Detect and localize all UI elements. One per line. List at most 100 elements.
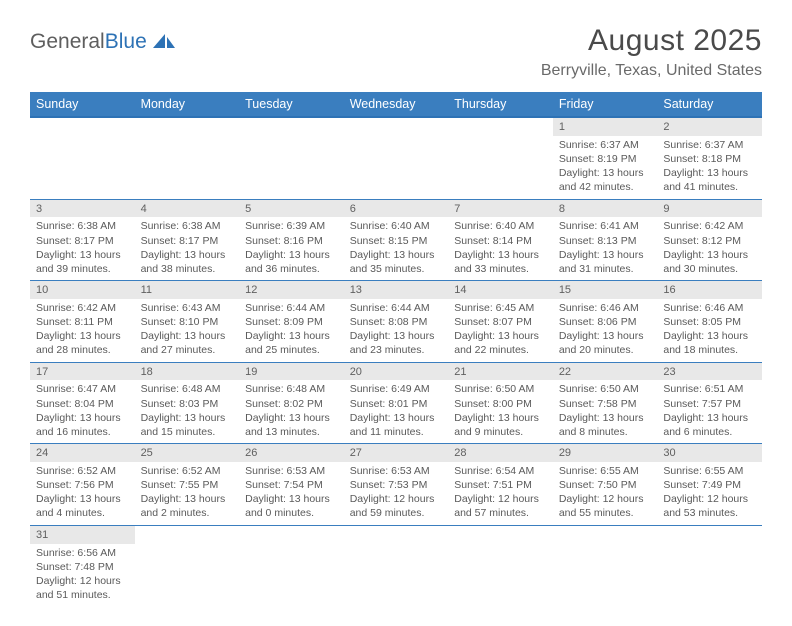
daylight-line: Daylight: 13 hoursand 23 minutes. [350, 329, 443, 357]
day-number [448, 525, 553, 543]
sunrise-line: Sunrise: 6:39 AM [245, 219, 338, 233]
sunset-line: Sunset: 8:19 PM [559, 152, 652, 166]
daylight-line: Daylight: 12 hoursand 51 minutes. [36, 574, 129, 602]
day-number: 16 [657, 281, 762, 299]
title-block: August 2025 Berryville, Texas, United St… [541, 24, 762, 80]
day-number: 10 [30, 281, 135, 299]
sunrise-line: Sunrise: 6:53 AM [245, 464, 338, 478]
day-cell: Sunrise: 6:40 AMSunset: 8:15 PMDaylight:… [344, 217, 449, 280]
sunset-line: Sunset: 8:18 PM [663, 152, 756, 166]
daylight-line: Daylight: 13 hoursand 25 minutes. [245, 329, 338, 357]
sunrise-line: Sunrise: 6:45 AM [454, 301, 547, 315]
sunset-line: Sunset: 8:10 PM [141, 315, 234, 329]
sunset-line: Sunset: 7:49 PM [663, 478, 756, 492]
sunset-line: Sunset: 7:48 PM [36, 560, 129, 574]
sunset-line: Sunset: 8:09 PM [245, 315, 338, 329]
day-cell: Sunrise: 6:38 AMSunset: 8:17 PMDaylight:… [135, 217, 240, 280]
day-cell: Sunrise: 6:41 AMSunset: 8:13 PMDaylight:… [553, 217, 658, 280]
sunrise-line: Sunrise: 6:51 AM [663, 382, 756, 396]
day-cell: Sunrise: 6:47 AMSunset: 8:04 PMDaylight:… [30, 380, 135, 443]
day-cell [448, 544, 553, 607]
day-number: 26 [239, 444, 344, 462]
daynum-row: 31 [30, 525, 762, 543]
day-cell: Sunrise: 6:44 AMSunset: 8:08 PMDaylight:… [344, 299, 449, 362]
header: GeneralBlue August 2025 Berryville, Texa… [30, 24, 762, 80]
sunset-line: Sunset: 8:12 PM [663, 234, 756, 248]
daylight-line: Daylight: 13 hoursand 27 minutes. [141, 329, 234, 357]
day-cell: Sunrise: 6:42 AMSunset: 8:12 PMDaylight:… [657, 217, 762, 280]
daynum-row: 12 [30, 117, 762, 136]
daylight-line: Daylight: 13 hoursand 18 minutes. [663, 329, 756, 357]
weekday-header: Saturday [657, 92, 762, 117]
daylight-line: Daylight: 13 hoursand 15 minutes. [141, 411, 234, 439]
day-number [30, 117, 135, 136]
day-cell: Sunrise: 6:43 AMSunset: 8:10 PMDaylight:… [135, 299, 240, 362]
day-number [344, 117, 449, 136]
calendar-table: Sunday Monday Tuesday Wednesday Thursday… [30, 92, 762, 606]
sunset-line: Sunset: 8:03 PM [141, 397, 234, 411]
day-cell [448, 136, 553, 199]
sunrise-line: Sunrise: 6:37 AM [663, 138, 756, 152]
day-cell [135, 136, 240, 199]
sunset-line: Sunset: 8:14 PM [454, 234, 547, 248]
sunset-line: Sunset: 8:13 PM [559, 234, 652, 248]
sunrise-line: Sunrise: 6:44 AM [350, 301, 443, 315]
sunset-line: Sunset: 8:06 PM [559, 315, 652, 329]
day-cell: Sunrise: 6:40 AMSunset: 8:14 PMDaylight:… [448, 217, 553, 280]
daynum-row: 17181920212223 [30, 362, 762, 380]
sunset-line: Sunset: 8:00 PM [454, 397, 547, 411]
day-cell: Sunrise: 6:53 AMSunset: 7:54 PMDaylight:… [239, 462, 344, 525]
sunrise-line: Sunrise: 6:44 AM [245, 301, 338, 315]
sunset-line: Sunset: 7:55 PM [141, 478, 234, 492]
weekday-header: Wednesday [344, 92, 449, 117]
day-number: 21 [448, 362, 553, 380]
daylight-line: Daylight: 13 hoursand 2 minutes. [141, 492, 234, 520]
sunset-line: Sunset: 8:11 PM [36, 315, 129, 329]
day-cell: Sunrise: 6:38 AMSunset: 8:17 PMDaylight:… [30, 217, 135, 280]
daylight-line: Daylight: 12 hoursand 55 minutes. [559, 492, 652, 520]
day-number: 18 [135, 362, 240, 380]
sunrise-line: Sunrise: 6:43 AM [141, 301, 234, 315]
day-number [239, 117, 344, 136]
sunrise-line: Sunrise: 6:38 AM [36, 219, 129, 233]
day-number [553, 525, 658, 543]
day-cell: Sunrise: 6:52 AMSunset: 7:56 PMDaylight:… [30, 462, 135, 525]
day-number: 13 [344, 281, 449, 299]
title-month: August 2025 [541, 24, 762, 58]
day-cell: Sunrise: 6:50 AMSunset: 8:00 PMDaylight:… [448, 380, 553, 443]
day-number: 31 [30, 525, 135, 543]
day-number: 24 [30, 444, 135, 462]
logo-text-1: General [30, 30, 105, 53]
daylight-line: Daylight: 13 hoursand 30 minutes. [663, 248, 756, 276]
day-content-row: Sunrise: 6:47 AMSunset: 8:04 PMDaylight:… [30, 380, 762, 443]
day-number: 6 [344, 199, 449, 217]
day-number: 20 [344, 362, 449, 380]
sunrise-line: Sunrise: 6:38 AM [141, 219, 234, 233]
day-number: 28 [448, 444, 553, 462]
sunset-line: Sunset: 8:04 PM [36, 397, 129, 411]
daylight-line: Daylight: 13 hoursand 4 minutes. [36, 492, 129, 520]
day-number: 8 [553, 199, 658, 217]
sunset-line: Sunset: 7:50 PM [559, 478, 652, 492]
day-cell: Sunrise: 6:48 AMSunset: 8:02 PMDaylight:… [239, 380, 344, 443]
day-number [657, 525, 762, 543]
day-cell: Sunrise: 6:51 AMSunset: 7:57 PMDaylight:… [657, 380, 762, 443]
sunrise-line: Sunrise: 6:50 AM [454, 382, 547, 396]
day-number [239, 525, 344, 543]
day-cell [344, 136, 449, 199]
sunrise-line: Sunrise: 6:54 AM [454, 464, 547, 478]
day-cell [344, 544, 449, 607]
day-number: 17 [30, 362, 135, 380]
day-cell: Sunrise: 6:46 AMSunset: 8:05 PMDaylight:… [657, 299, 762, 362]
day-number: 27 [344, 444, 449, 462]
day-number: 30 [657, 444, 762, 462]
day-number: 4 [135, 199, 240, 217]
day-number: 14 [448, 281, 553, 299]
day-number: 22 [553, 362, 658, 380]
day-cell: Sunrise: 6:50 AMSunset: 7:58 PMDaylight:… [553, 380, 658, 443]
daynum-row: 24252627282930 [30, 444, 762, 462]
day-cell: Sunrise: 6:46 AMSunset: 8:06 PMDaylight:… [553, 299, 658, 362]
daylight-line: Daylight: 13 hoursand 6 minutes. [663, 411, 756, 439]
day-content-row: Sunrise: 6:38 AMSunset: 8:17 PMDaylight:… [30, 217, 762, 280]
day-number: 11 [135, 281, 240, 299]
